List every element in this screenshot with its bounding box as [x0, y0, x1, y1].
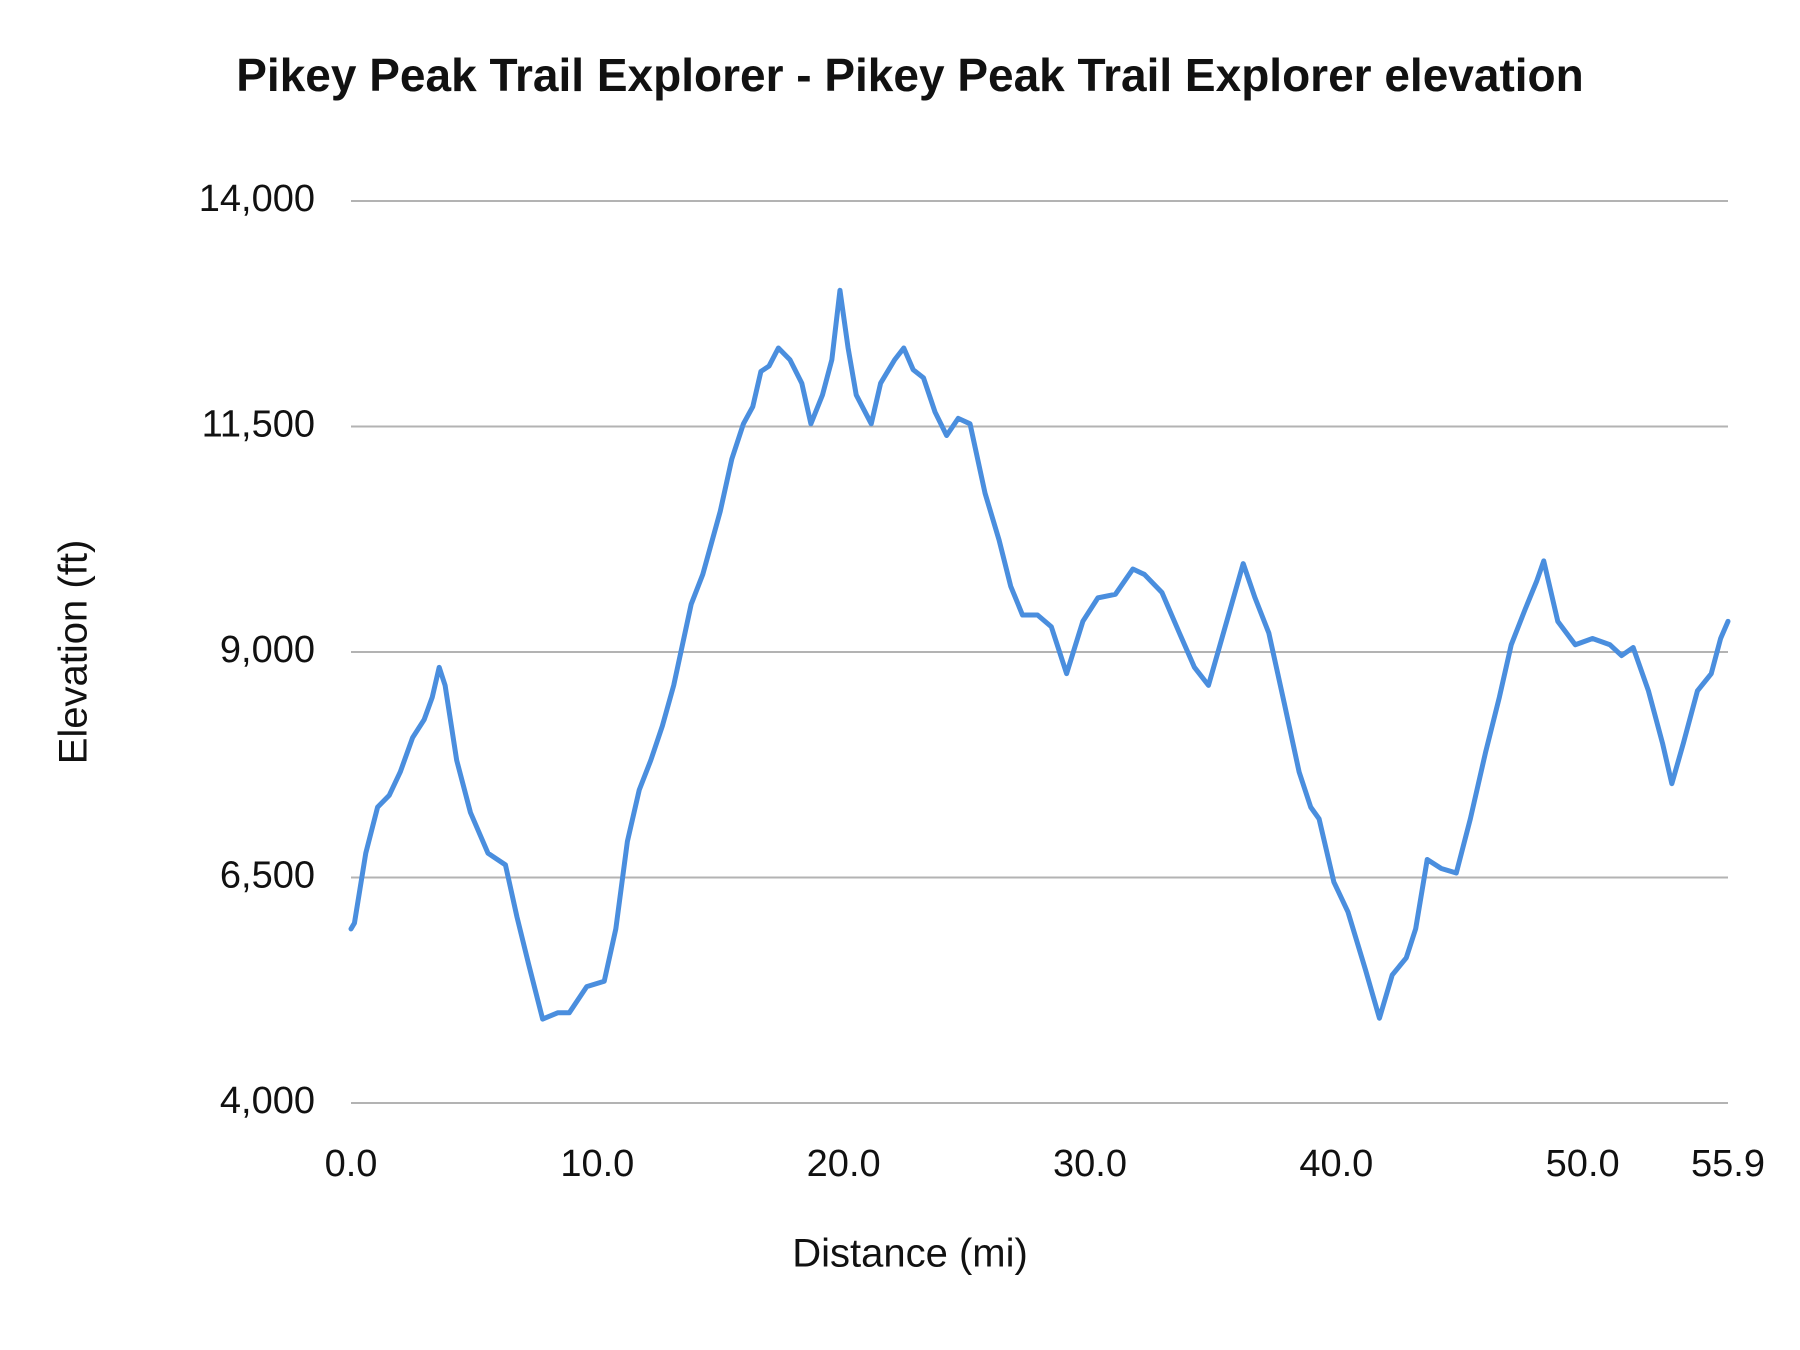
y-tick-label: 6,500 — [220, 855, 315, 897]
x-tick-label: 10.0 — [560, 1143, 634, 1185]
y-axis-label: Elevation (ft) — [52, 540, 96, 765]
chart-title: Pikey Peak Trail Explorer - Pikey Peak T… — [236, 49, 1584, 101]
x-tick-label: 55.9 — [1691, 1143, 1765, 1185]
x-tick-label: 30.0 — [1053, 1143, 1127, 1185]
x-tick-label: 50.0 — [1546, 1143, 1620, 1185]
x-tick-label: 0.0 — [325, 1143, 378, 1185]
x-axis-label: Distance (mi) — [792, 1232, 1028, 1276]
elevation-line — [348, 287, 1731, 1022]
x-tick-label: 40.0 — [1299, 1143, 1373, 1185]
x-tick-label: 20.0 — [807, 1143, 881, 1185]
y-tick-label: 11,500 — [202, 404, 315, 446]
y-tick-label: 4,000 — [220, 1080, 315, 1122]
y-tick-label: 9,000 — [220, 629, 315, 671]
y-tick-label: 14,000 — [199, 178, 315, 220]
